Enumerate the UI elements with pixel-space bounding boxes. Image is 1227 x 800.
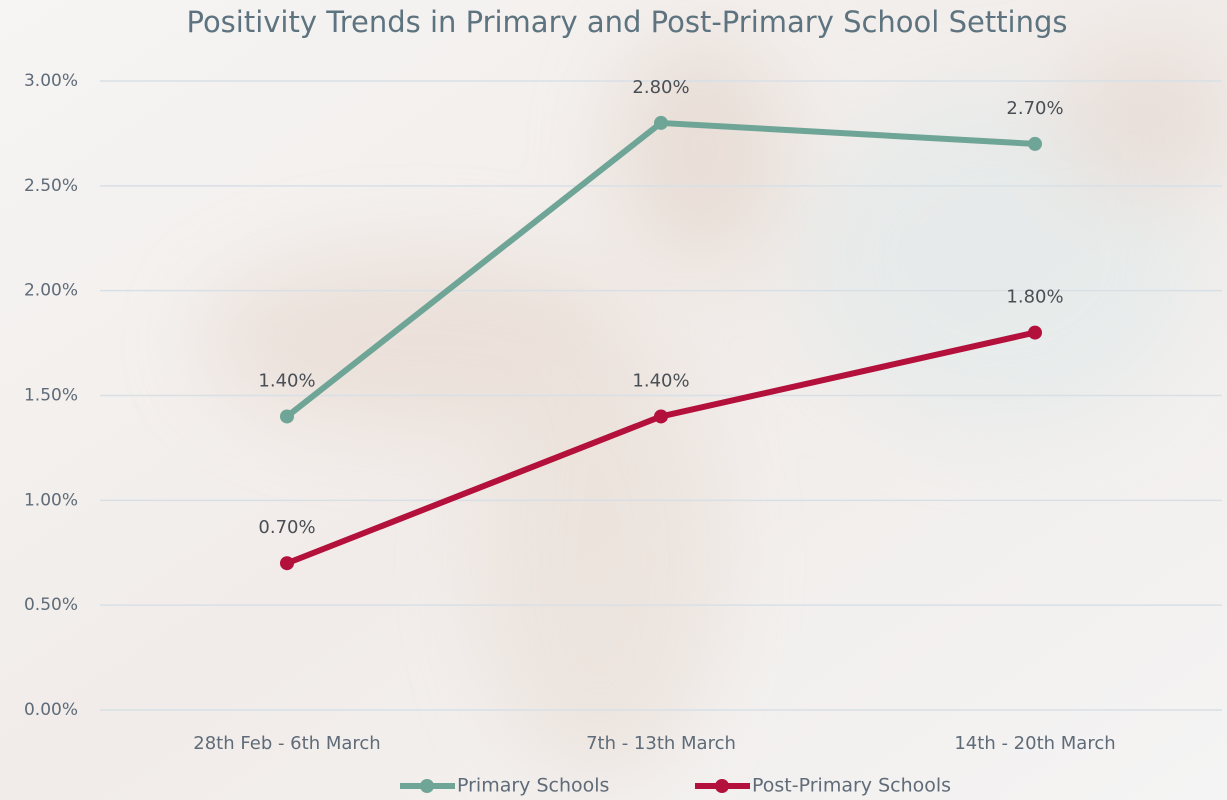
y-tick-label: 2.00% (24, 281, 78, 301)
marker (654, 409, 668, 424)
y-tick-label: 0.00% (24, 700, 78, 720)
x-tick-label: 14th - 20th March (954, 733, 1115, 754)
data-label: 0.70% (258, 517, 315, 538)
marker (654, 115, 668, 130)
marker (280, 556, 294, 571)
legend-label: Primary Schools (457, 775, 609, 797)
y-tick-label: 3.00% (24, 71, 78, 91)
y-tick-label: 2.50% (24, 176, 78, 196)
data-label: 2.70% (1006, 98, 1063, 119)
y-tick-label: 1.50% (24, 386, 78, 406)
data-label: 1.40% (258, 370, 315, 391)
chart-title: Positivity Trends in Primary and Post-Pr… (186, 5, 1067, 39)
marker (280, 409, 294, 424)
data-label: 1.80% (1006, 287, 1063, 308)
x-tick-label: 28th Feb - 6th March (193, 733, 380, 754)
background-photo (200, 30, 1227, 780)
legend-marker (715, 779, 729, 793)
x-tick-label: 7th - 13th March (586, 733, 736, 754)
y-tick-label: 1.00% (24, 490, 78, 510)
y-tick-label: 0.50% (24, 595, 78, 615)
marker (1028, 325, 1042, 340)
legend-label: Post-Primary Schools (752, 775, 951, 797)
legend-marker (420, 779, 434, 793)
marker (1028, 136, 1042, 151)
data-label: 2.80% (632, 77, 689, 98)
data-label: 1.40% (632, 370, 689, 391)
